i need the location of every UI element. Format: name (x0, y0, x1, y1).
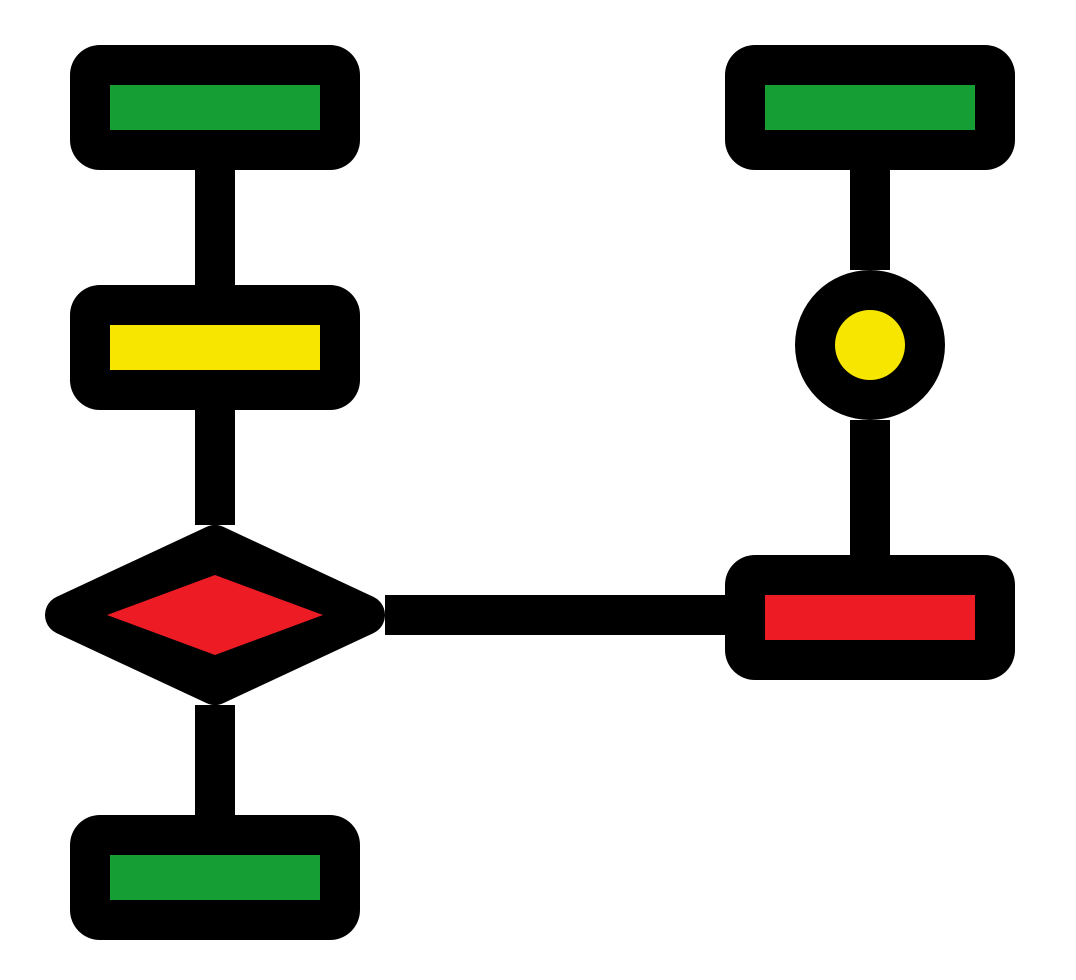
node-n7-rect (725, 555, 1015, 680)
node-n2-rect (70, 285, 360, 410)
node-n6-circle (795, 270, 945, 420)
edges (215, 170, 870, 815)
node-n5-rect (725, 45, 1015, 170)
node-n3-diamond (65, 545, 365, 685)
flowchart-diagram (0, 0, 1076, 980)
node-n1-rect (70, 45, 360, 170)
node-n4-rect (70, 815, 360, 940)
